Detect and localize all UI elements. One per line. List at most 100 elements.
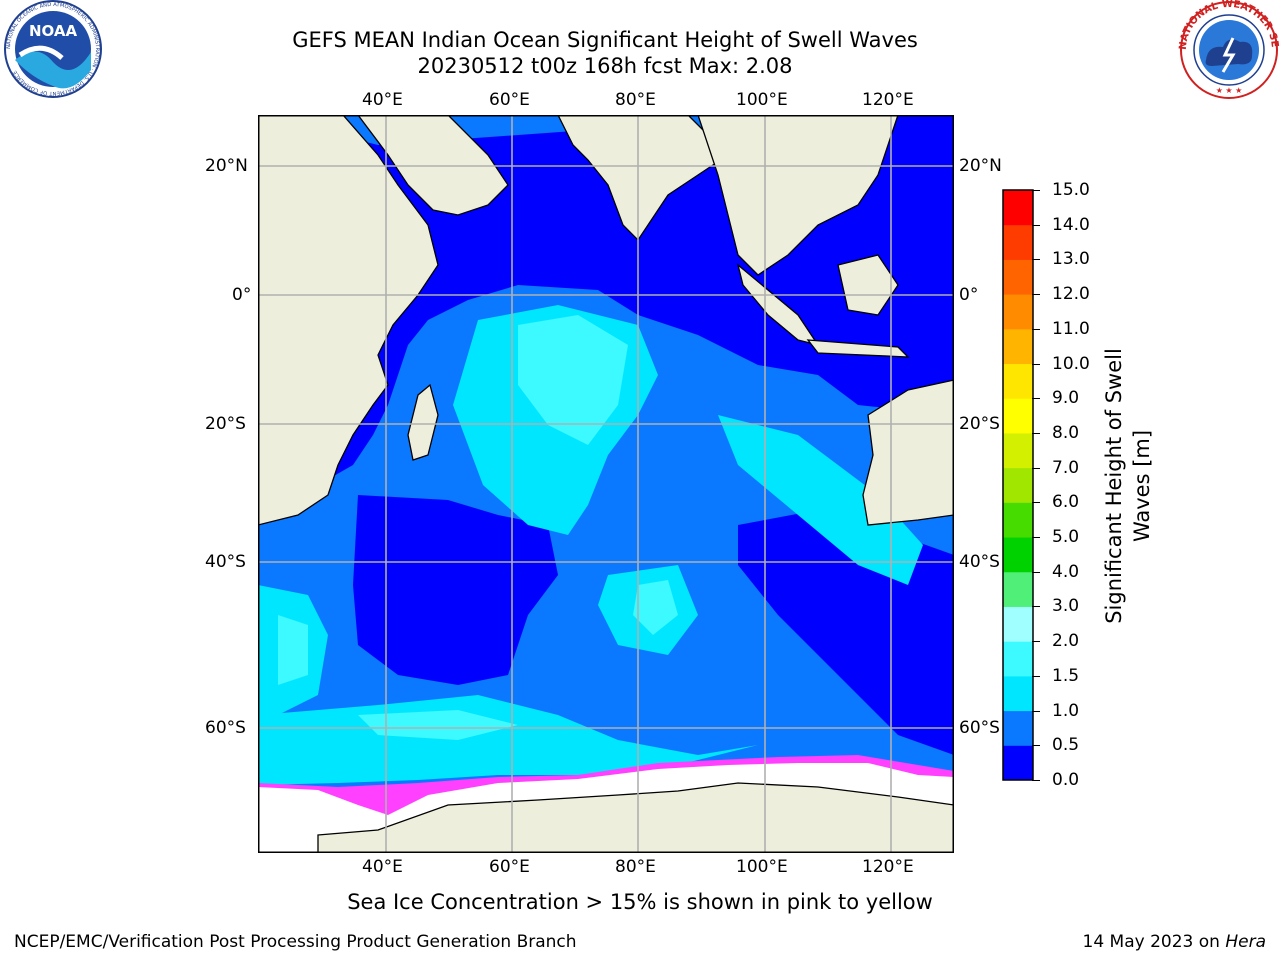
colorbar-segment bbox=[1003, 606, 1033, 642]
lon-label-bottom: 60°E bbox=[489, 857, 530, 877]
colorbar-tick-label: 0.0 bbox=[1052, 770, 1080, 790]
colorbar-segment bbox=[1003, 328, 1033, 365]
colorbar-tick-label: 2.0 bbox=[1052, 631, 1080, 652]
colorbar-tick-mark bbox=[1032, 224, 1040, 226]
colorbar-segment bbox=[1003, 363, 1033, 399]
colorbar-frame bbox=[1002, 189, 1034, 781]
borneo-land bbox=[837, 254, 899, 316]
madagascar-land bbox=[407, 383, 439, 461]
antarctica-land bbox=[317, 782, 954, 853]
colorbar-tick-label: 9.0 bbox=[1052, 388, 1080, 409]
lat-label-right: 20°S bbox=[959, 414, 1000, 434]
colorbar-tick-label: 15.0 bbox=[1052, 180, 1090, 200]
arabia-land bbox=[357, 115, 509, 216]
lon-label-bottom: 120°E bbox=[862, 857, 914, 877]
colorbar-tick-mark bbox=[1032, 745, 1040, 747]
colorbar-segment bbox=[1003, 502, 1033, 538]
colorbar-segment bbox=[1003, 432, 1033, 469]
footer-date-text: 14 May 2023 on bbox=[1082, 932, 1226, 952]
colorbar-tick-mark bbox=[1032, 259, 1040, 261]
colorbar-tick-mark bbox=[1032, 710, 1040, 712]
colorbar-segment bbox=[1003, 467, 1033, 503]
sumatra-land bbox=[736, 263, 820, 347]
nws-logo: NATIONAL WEATHER SERVICE ★ ★ ★ bbox=[1178, 0, 1280, 99]
colorbar-segment bbox=[1003, 224, 1033, 260]
colorbar-tick-label: 1.5 bbox=[1052, 665, 1080, 686]
colorbar-tick-mark bbox=[1032, 675, 1040, 677]
colorbar-tick-label: 11.0 bbox=[1052, 318, 1090, 339]
colorbar-tick-label: 12.0 bbox=[1052, 284, 1090, 305]
lon-label-top: 40°E bbox=[362, 90, 403, 110]
lon-label-bottom: 80°E bbox=[615, 857, 656, 877]
se-asia-land bbox=[697, 115, 899, 276]
map bbox=[258, 115, 954, 853]
noaa-logo: NOAA NATIONAL OCEANIC AND ATMOSPHERIC AD… bbox=[4, 0, 102, 98]
map-frame bbox=[258, 115, 954, 853]
colorbar-tick-mark bbox=[1032, 398, 1040, 400]
colorbar-segment bbox=[1003, 710, 1033, 746]
colorbar-segment bbox=[1003, 745, 1033, 781]
colorbar-tick-label: 0.5 bbox=[1052, 735, 1080, 756]
lon-label-top: 100°E bbox=[736, 90, 788, 110]
lon-label-top: 80°E bbox=[615, 90, 656, 110]
colorbar-tick-mark bbox=[1032, 328, 1040, 330]
swell-band-1.5-2.0 bbox=[278, 315, 678, 740]
colorbar-segment bbox=[1003, 571, 1033, 607]
colorbar-tick-mark bbox=[1032, 467, 1040, 469]
gridlines bbox=[258, 115, 954, 853]
colorbar-tick-label: 5.0 bbox=[1052, 527, 1080, 548]
lat-label-left: 60°S bbox=[205, 718, 246, 738]
colorbar-segment bbox=[1003, 675, 1033, 712]
lat-label-right: 20°N bbox=[959, 156, 1002, 176]
colorbar-segment bbox=[1003, 190, 1033, 226]
colorbar-tick-label: 7.0 bbox=[1052, 457, 1080, 478]
lat-label-left: 0° bbox=[232, 285, 252, 305]
lat-label-right: 40°S bbox=[959, 552, 1000, 572]
sea-ice-note: Sea Ice Concentration > 15% is shown in … bbox=[347, 890, 933, 914]
svg-text:★ ★ ★: ★ ★ ★ bbox=[1216, 86, 1243, 95]
colorbar-label: Significant Height of Swell Waves [m] bbox=[1100, 348, 1156, 624]
colorbar-tick-mark bbox=[1032, 363, 1040, 365]
chart-title: GEFS MEAN Indian Ocean Significant Heigh… bbox=[292, 28, 918, 52]
colorbar bbox=[1002, 189, 1034, 781]
colorbar-segment bbox=[1003, 537, 1033, 573]
africa-land bbox=[258, 115, 439, 526]
chart-subtitle: 20230512 t00z 168h fcst Max: 2.08 bbox=[417, 54, 793, 78]
colorbar-tick-label: 10.0 bbox=[1052, 353, 1090, 374]
colorbar-tick-mark bbox=[1032, 641, 1040, 643]
colorbar-tick-label: 8.0 bbox=[1052, 422, 1080, 443]
colorbar-tick-label: 14.0 bbox=[1052, 214, 1090, 235]
lat-label-right: 0° bbox=[959, 285, 979, 305]
colorbar-tick-mark bbox=[1032, 502, 1040, 504]
colorbar-label-line2: Waves [m] bbox=[1130, 429, 1154, 543]
colorbar-tick-label: 6.0 bbox=[1052, 492, 1080, 513]
footer-date: 14 May 2023 on Hera bbox=[1083, 932, 1267, 952]
lat-label-left: 20°N bbox=[205, 156, 248, 176]
colorbar-tick-label: 3.0 bbox=[1052, 596, 1080, 617]
colorbar-tick-mark bbox=[1032, 294, 1040, 296]
australia-land bbox=[862, 379, 954, 526]
colorbar-tick-label: 1.0 bbox=[1052, 700, 1080, 721]
colorbar-tick-mark bbox=[1032, 571, 1040, 573]
colorbar-tick-label: 4.0 bbox=[1052, 561, 1080, 582]
colorbar-tick-mark bbox=[1032, 190, 1040, 191]
lon-label-bottom: 40°E bbox=[362, 857, 403, 877]
noaa-logo-text: NOAA bbox=[29, 22, 78, 40]
java-land bbox=[806, 339, 910, 358]
lon-label-top: 120°E bbox=[862, 90, 914, 110]
lat-label-left: 20°S bbox=[205, 414, 246, 434]
lon-label-bottom: 100°E bbox=[736, 857, 788, 877]
colorbar-tick-label: 13.0 bbox=[1052, 249, 1090, 270]
lon-label-top: 60°E bbox=[489, 90, 530, 110]
colorbar-tick-mark bbox=[1032, 432, 1040, 434]
colorbar-tick-mark bbox=[1032, 537, 1040, 539]
lat-label-left: 40°S bbox=[205, 552, 246, 572]
footer-machine: Hera bbox=[1225, 932, 1266, 952]
lat-label-right: 60°S bbox=[959, 718, 1000, 738]
colorbar-segment bbox=[1003, 641, 1033, 677]
colorbar-segment bbox=[1003, 294, 1033, 330]
colorbar-segment bbox=[1003, 398, 1033, 434]
colorbar-segment bbox=[1003, 259, 1033, 295]
colorbar-tick-mark bbox=[1032, 780, 1040, 781]
colorbar-label-line1: Significant Height of Swell bbox=[1102, 348, 1126, 624]
